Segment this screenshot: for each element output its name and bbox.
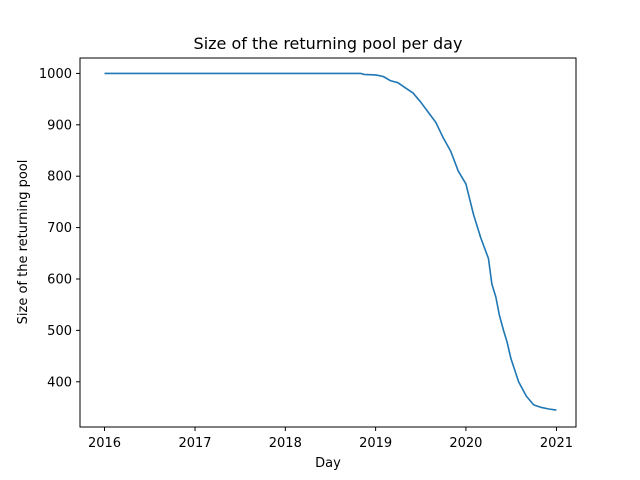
x-tick-label: 2021 [540, 436, 573, 451]
y-tick-label: 800 [47, 170, 72, 185]
chart-title: Size of the returning pool per day [194, 34, 463, 53]
y-tick-label: 700 [47, 221, 72, 236]
x-tick-label: 2017 [178, 436, 211, 451]
y-tick-label: 500 [47, 324, 72, 339]
plot-frame [79, 57, 577, 428]
x-tick-label: 2020 [449, 436, 482, 451]
y-axis: 400 500 600 700 800 900 1000 [39, 67, 80, 390]
series-line-0 [104, 72, 557, 411]
x-tick-label: 2019 [359, 436, 392, 451]
x-tick-label: 2016 [88, 436, 121, 451]
x-axis: 2016 2017 2018 2019 2020 2021 [88, 427, 573, 451]
x-tick-label: 2018 [269, 436, 302, 451]
plot-area [104, 72, 557, 411]
y-tick-label: 400 [47, 375, 72, 390]
y-axis-title: Size of the returning pool [16, 160, 31, 325]
y-tick-label: 600 [47, 272, 72, 287]
y-tick-label: 1000 [39, 67, 72, 82]
x-axis-title: Day [315, 456, 341, 471]
y-tick-label: 900 [47, 118, 72, 133]
